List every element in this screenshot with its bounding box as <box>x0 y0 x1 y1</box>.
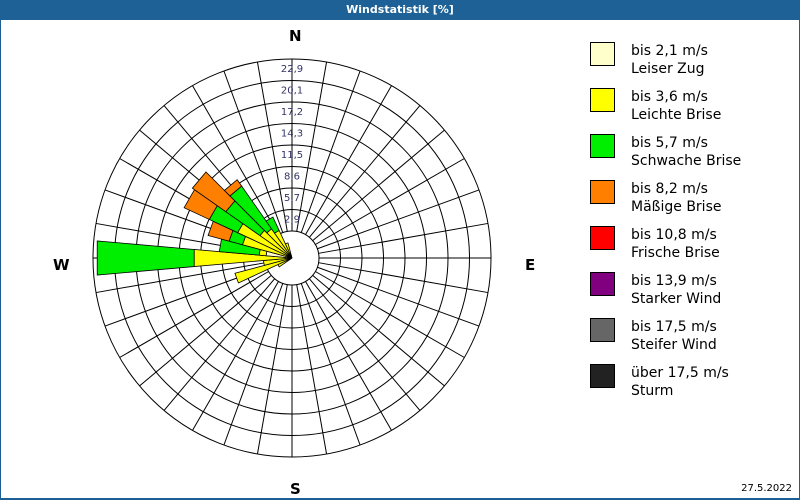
wind-rose-segment <box>96 240 195 276</box>
legend-speed: bis 8,2 m/s <box>631 181 708 197</box>
radial-tick-label: 22,9 <box>281 64 303 75</box>
legend-name: Mäßige Brise <box>631 199 722 215</box>
legend-name: Frische Brise <box>631 245 720 261</box>
legend-swatch <box>590 364 615 388</box>
legend-swatch <box>590 226 615 250</box>
legend-speed: bis 10,8 m/s <box>631 227 717 243</box>
chart-title: Windstatistik [%] <box>0 0 800 20</box>
compass-east: E <box>525 256 536 274</box>
legend-swatch <box>590 42 615 66</box>
polar-grid <box>92 58 492 458</box>
legend-swatch <box>590 88 615 112</box>
radial-tick-label: 17,2 <box>281 107 303 118</box>
radial-tick-label: 11,5 <box>281 150 303 161</box>
legend-name: Sturm <box>631 383 674 399</box>
legend-speed: bis 3,6 m/s <box>631 89 708 105</box>
wind-rose-segment <box>265 216 280 234</box>
wind-rose-chart: 2,9 5,7 8,6 11,5 14,3 17,2 20,1 22,9 <box>92 58 492 458</box>
legend-name: Steifer Wind <box>631 337 717 353</box>
legend-name: Starker Wind <box>631 291 722 307</box>
legend-name: Schwache Brise <box>631 153 742 169</box>
legend-swatch <box>590 180 615 204</box>
legend-swatch <box>590 272 615 296</box>
radial-tick-label: 14,3 <box>281 129 303 140</box>
compass-west: W <box>53 256 70 274</box>
wind-rose-segment <box>223 179 243 197</box>
radial-tick-label: 8,6 <box>284 172 300 183</box>
radial-tick-label: 5,7 <box>284 193 300 204</box>
legend-swatch <box>590 318 615 342</box>
wind-rose-segment <box>191 171 236 213</box>
wind-rose-bars <box>96 171 293 284</box>
radial-tick-label: 20,1 <box>281 86 303 97</box>
date-label: 27.5.2022 <box>741 483 792 494</box>
legend-swatch <box>590 134 615 158</box>
legend-speed: bis 2,1 m/s <box>631 43 708 59</box>
wind-rose-segment <box>284 242 292 257</box>
legend-speed: bis 13,9 m/s <box>631 273 717 289</box>
bottom-border <box>0 498 800 500</box>
legend-name: Leiser Zug <box>631 61 705 77</box>
compass-north: N <box>289 27 302 45</box>
legend-name: Leichte Brise <box>631 107 722 123</box>
legend-speed: bis 17,5 m/s <box>631 319 717 335</box>
legend-speed: bis 5,7 m/s <box>631 135 708 151</box>
radial-tick-label: 2,9 <box>284 215 300 226</box>
legend-speed: über 17,5 m/s <box>631 365 729 381</box>
compass-south: S <box>290 480 301 498</box>
radial-tick-labels: 2,9 5,7 8,6 11,5 14,3 17,2 20,1 22,9 <box>281 64 303 226</box>
